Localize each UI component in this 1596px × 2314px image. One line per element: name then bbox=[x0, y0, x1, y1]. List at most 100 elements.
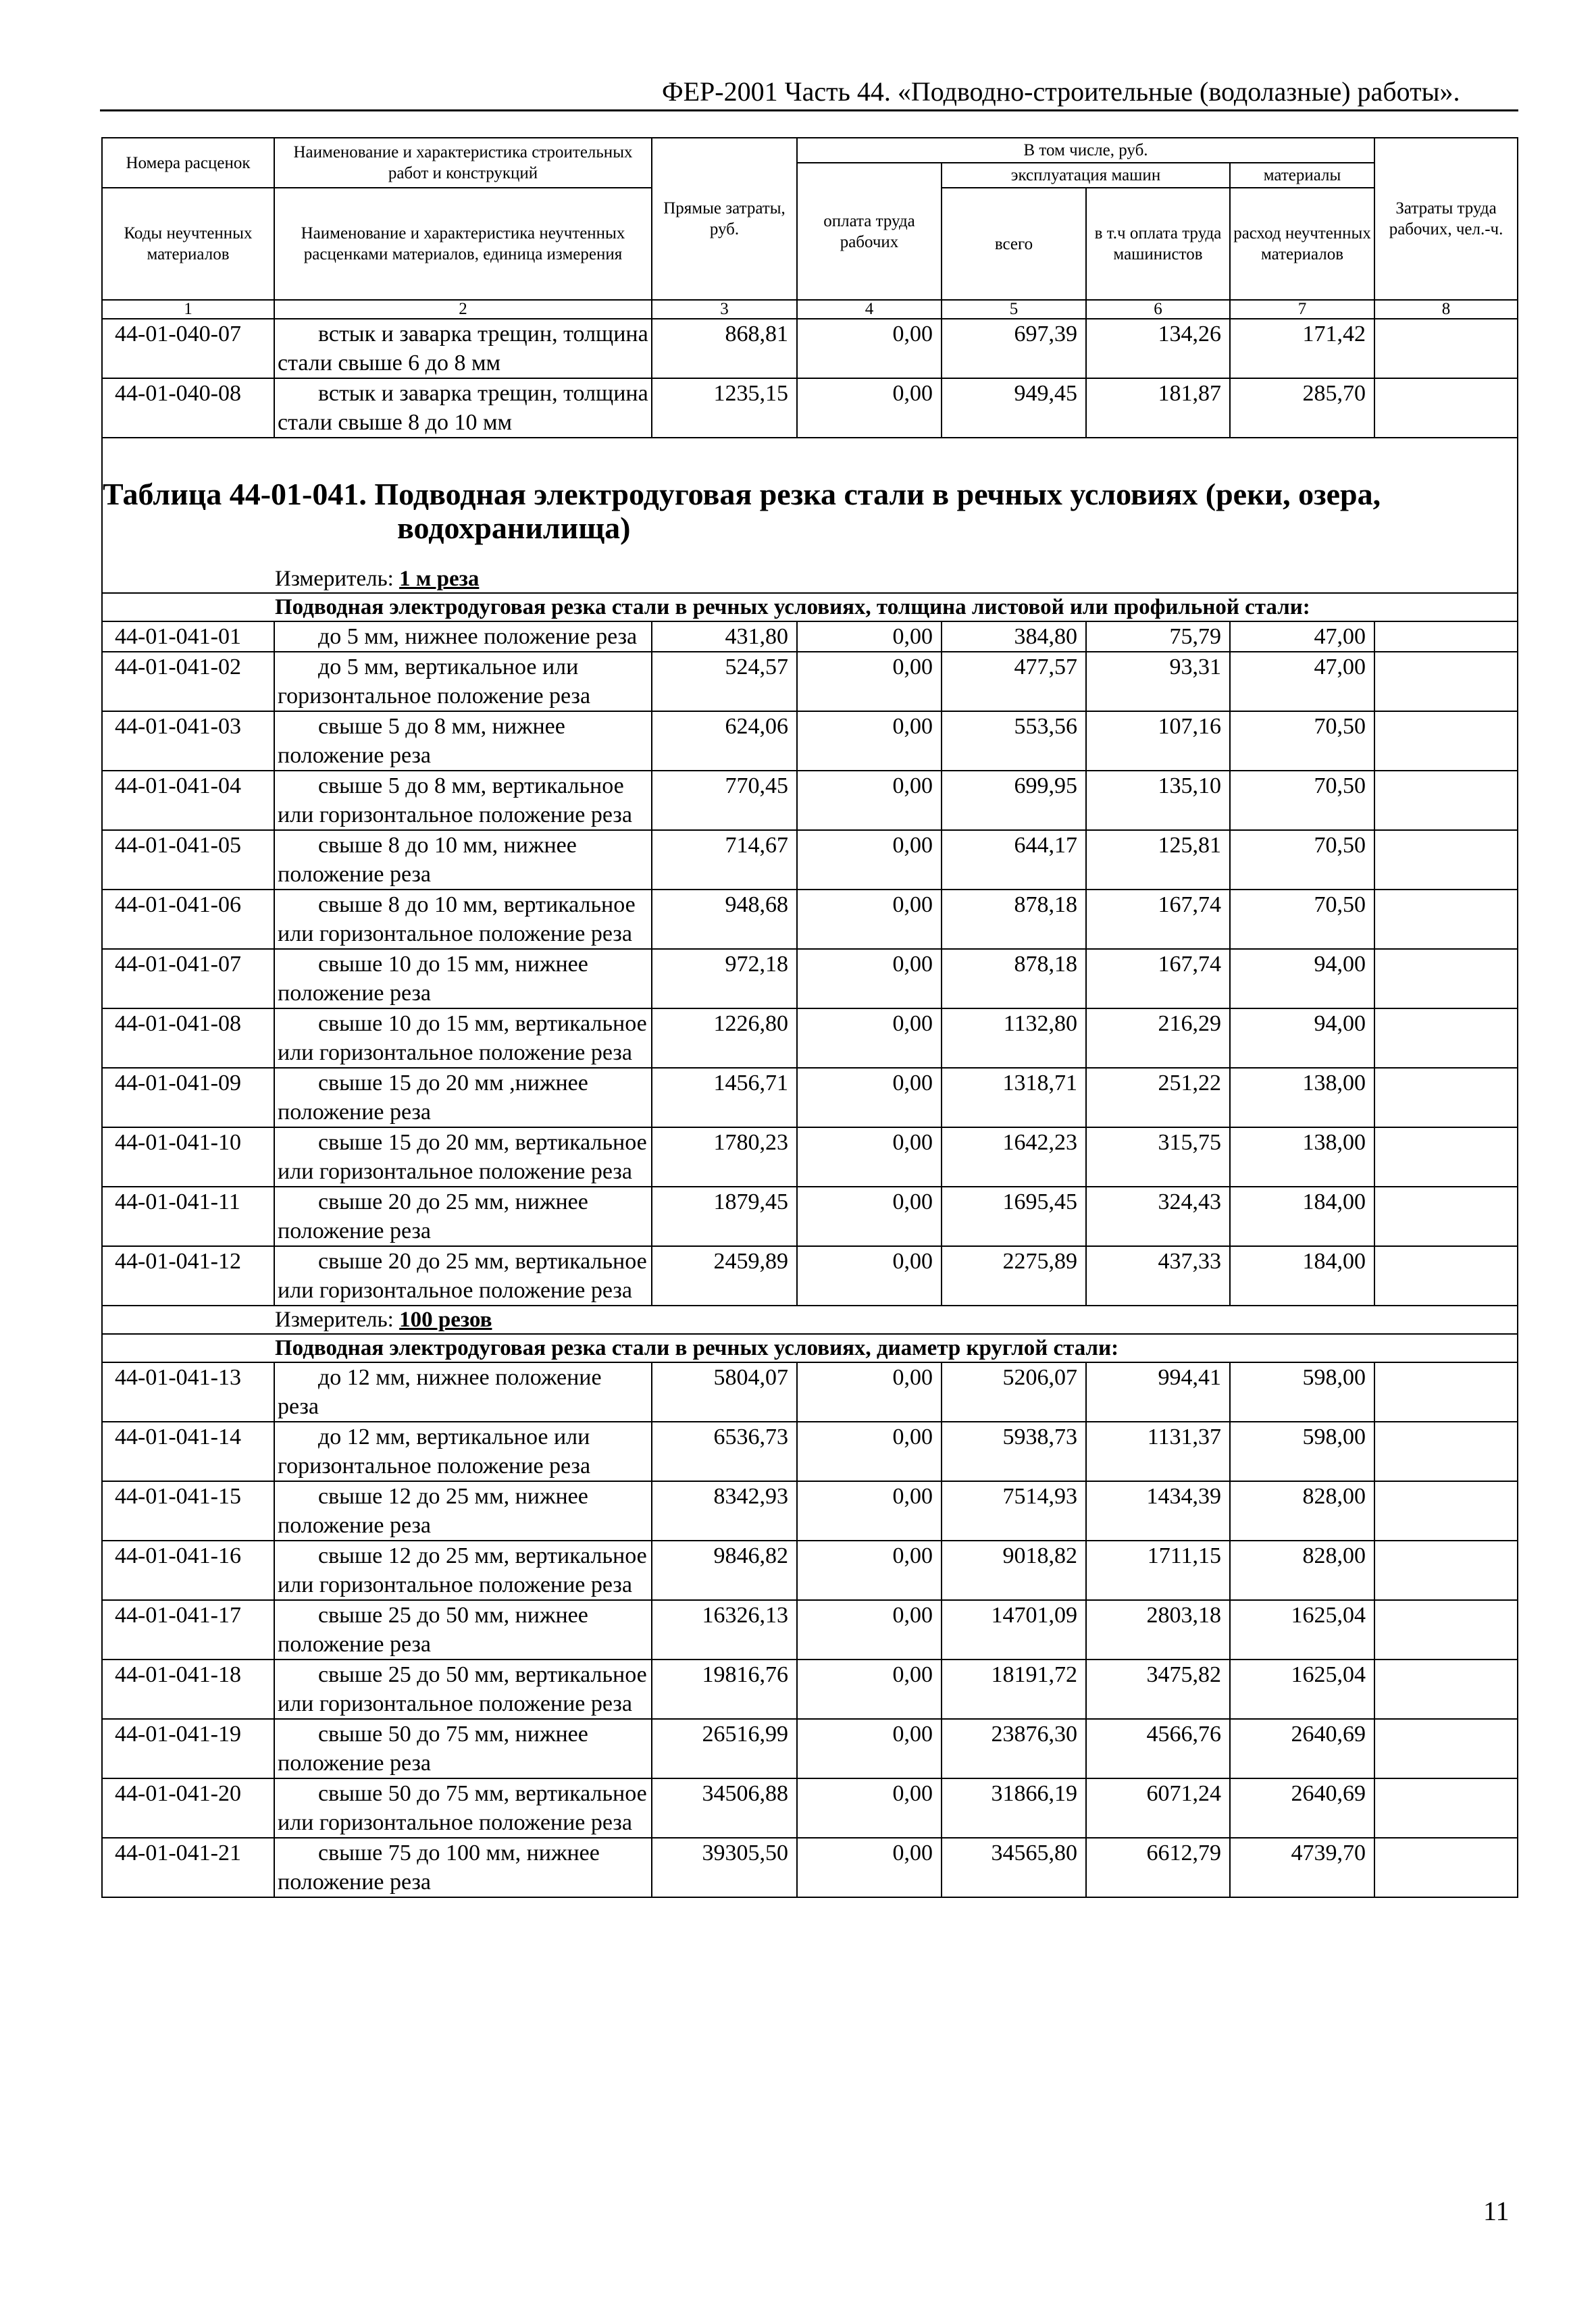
labor-hours bbox=[1374, 889, 1519, 950]
table-row: 44-01-040-07 встык и заварка трещин, толщ… bbox=[101, 318, 1519, 379]
table-title-row: Таблица 44-01-041. Подводная электродуго… bbox=[101, 437, 1519, 565]
header-machines-total: всего bbox=[941, 187, 1087, 301]
machines-total: 1642,23 bbox=[941, 1127, 1087, 1187]
labor-hours bbox=[1374, 829, 1519, 890]
worker-wages: 0,00 bbox=[796, 1481, 942, 1541]
header-machinist-wages: в т.ч оплата труда машинистов bbox=[1085, 187, 1231, 301]
header-material-codes: Коды неучтенных материалов bbox=[101, 187, 275, 301]
machinist-wages: 2803,18 bbox=[1085, 1599, 1231, 1660]
header-including: В том числе, руб. bbox=[796, 137, 1376, 163]
machines-total: 18191,72 bbox=[941, 1659, 1087, 1720]
work-description: свыше 10 до 15 мм, нижнее положение реза bbox=[274, 948, 652, 1009]
machinist-wages: 107,16 bbox=[1085, 711, 1231, 771]
materials-cost: 138,00 bbox=[1229, 1067, 1376, 1128]
worker-wages: 0,00 bbox=[796, 1718, 942, 1779]
worker-wages: 0,00 bbox=[796, 378, 942, 438]
labor-hours bbox=[1374, 711, 1519, 771]
rate-code: 44-01-041-01 bbox=[101, 621, 275, 652]
rate-code: 44-01-041-13 bbox=[101, 1362, 275, 1422]
table-row: 44-01-041-11 свыше 20 до 25 мм, нижнее по… bbox=[101, 1186, 1519, 1247]
machinist-wages: 135,10 bbox=[1085, 770, 1231, 831]
measure-row: Измеритель: 100 резов bbox=[101, 1305, 1519, 1335]
rate-code: 44-01-041-02 bbox=[101, 651, 275, 712]
header-materials: материалы bbox=[1229, 162, 1376, 188]
header-machine-operation: эксплуатация машин bbox=[941, 162, 1231, 188]
direct-costs: 2459,89 bbox=[651, 1245, 798, 1306]
table-row: 44-01-041-14 до 12 мм, вертикальное или г… bbox=[101, 1421, 1519, 1482]
labor-hours bbox=[1374, 1778, 1519, 1839]
work-description: встык и заварка трещин, толщина стали св… bbox=[274, 378, 652, 438]
machines-total: 1695,45 bbox=[941, 1186, 1087, 1247]
labor-hours bbox=[1374, 770, 1519, 831]
materials-cost: 4739,70 bbox=[1229, 1837, 1376, 1898]
rate-code: 44-01-041-21 bbox=[101, 1837, 275, 1898]
column-number: 3 bbox=[651, 299, 798, 319]
machines-total: 5938,73 bbox=[941, 1421, 1087, 1482]
measure-unit: Измеритель: 1 м реза bbox=[101, 565, 1519, 594]
labor-hours bbox=[1374, 1718, 1519, 1779]
materials-cost: 94,00 bbox=[1229, 948, 1376, 1009]
direct-costs: 1235,15 bbox=[651, 378, 798, 438]
measure-label: Измеритель: bbox=[275, 1308, 400, 1332]
group-heading: Подводная электродуговая резка стали в р… bbox=[101, 1333, 1519, 1363]
measure-unit: Измеритель: 100 резов bbox=[101, 1305, 1519, 1335]
table-row: 44-01-041-20 свыше 50 до 75 мм, вертикаль… bbox=[101, 1778, 1519, 1839]
machines-total: 1318,71 bbox=[941, 1067, 1087, 1128]
rate-code: 44-01-041-05 bbox=[101, 829, 275, 890]
table-row: 44-01-041-18 свыше 25 до 50 мм, вертикаль… bbox=[101, 1659, 1519, 1720]
direct-costs: 1780,23 bbox=[651, 1127, 798, 1187]
materials-cost: 828,00 bbox=[1229, 1481, 1376, 1541]
labor-hours bbox=[1374, 1421, 1519, 1482]
header-rate-numbers: Номера расценок bbox=[101, 137, 275, 188]
materials-cost: 70,50 bbox=[1229, 770, 1376, 831]
labor-hours bbox=[1374, 1540, 1519, 1601]
work-description: свыше 50 до 75 мм, нижнее положение реза bbox=[274, 1718, 652, 1779]
machines-total: 699,95 bbox=[941, 770, 1087, 831]
column-number: 6 bbox=[1085, 299, 1231, 319]
rate-code: 44-01-041-16 bbox=[101, 1540, 275, 1601]
table-row: 44-01-041-07 свыше 10 до 15 мм, нижнее по… bbox=[101, 948, 1519, 1009]
rate-code: 44-01-040-07 bbox=[101, 318, 275, 379]
rate-code: 44-01-041-20 bbox=[101, 1778, 275, 1839]
worker-wages: 0,00 bbox=[796, 1837, 942, 1898]
labor-hours bbox=[1374, 1245, 1519, 1306]
machines-total: 697,39 bbox=[941, 318, 1087, 379]
materials-cost: 47,00 bbox=[1229, 621, 1376, 652]
column-number: 4 bbox=[796, 299, 942, 319]
labor-hours bbox=[1374, 1186, 1519, 1247]
worker-wages: 0,00 bbox=[796, 621, 942, 652]
column-number: 2 bbox=[274, 299, 652, 319]
materials-cost: 171,42 bbox=[1229, 318, 1376, 379]
worker-wages: 0,00 bbox=[796, 1245, 942, 1306]
table-row: 44-01-041-03 свыше 5 до 8 мм, нижнее поло… bbox=[101, 711, 1519, 771]
rate-code: 44-01-041-14 bbox=[101, 1421, 275, 1482]
rate-code: 44-01-040-08 bbox=[101, 378, 275, 438]
direct-costs: 34506,88 bbox=[651, 1778, 798, 1839]
work-description: свыше 10 до 15 мм, вертикальное или гори… bbox=[274, 1008, 652, 1069]
rate-code: 44-01-041-07 bbox=[101, 948, 275, 1009]
machinist-wages: 994,41 bbox=[1085, 1362, 1231, 1422]
worker-wages: 0,00 bbox=[796, 1421, 942, 1482]
direct-costs: 770,45 bbox=[651, 770, 798, 831]
rates-table: Номера расценок Наименование и характери… bbox=[101, 137, 1519, 1898]
direct-costs: 9846,82 bbox=[651, 1540, 798, 1601]
direct-costs: 948,68 bbox=[651, 889, 798, 950]
column-number: 1 bbox=[101, 299, 275, 319]
machines-total: 7514,93 bbox=[941, 1481, 1087, 1541]
table-row: 44-01-041-06 свыше 8 до 10 мм, вертикальн… bbox=[101, 889, 1519, 950]
table-row: 44-01-041-09 свыше 15 до 20 мм ,нижнее по… bbox=[101, 1067, 1519, 1128]
worker-wages: 0,00 bbox=[796, 1599, 942, 1660]
rate-code: 44-01-041-10 bbox=[101, 1127, 275, 1187]
table-row: 44-01-041-05 свыше 8 до 10 мм, нижнее пол… bbox=[101, 829, 1519, 890]
work-description: свыше 8 до 10 мм, вертикальное или гориз… bbox=[274, 889, 652, 950]
work-description: до 12 мм, вертикальное или горизонтально… bbox=[274, 1421, 652, 1482]
direct-costs: 19816,76 bbox=[651, 1659, 798, 1720]
group-row: Подводная электродуговая резка стали в р… bbox=[101, 1333, 1519, 1363]
table-header: Номера расценок Наименование и характери… bbox=[101, 137, 1519, 319]
rate-code: 44-01-041-17 bbox=[101, 1599, 275, 1660]
machines-total: 2275,89 bbox=[941, 1245, 1087, 1306]
machinist-wages: 437,33 bbox=[1085, 1245, 1231, 1306]
rate-code: 44-01-041-06 bbox=[101, 889, 275, 950]
machinist-wages: 3475,82 bbox=[1085, 1659, 1231, 1720]
worker-wages: 0,00 bbox=[796, 1659, 942, 1720]
